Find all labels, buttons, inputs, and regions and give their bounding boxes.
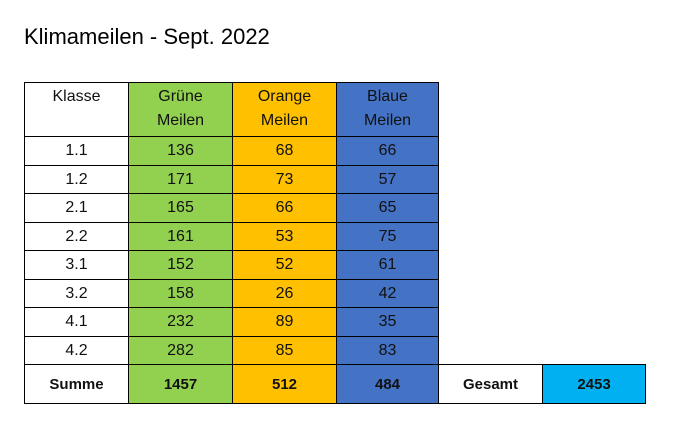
header-cell: Klasse: [24, 82, 129, 137]
table-cell: 4.2: [24, 336, 129, 365]
table-cell: 85: [232, 336, 337, 365]
table-cell: 2.1: [24, 193, 129, 223]
header-cell: Grüne Meilen: [128, 82, 233, 137]
table-cell: 73: [232, 165, 337, 194]
table-cell: 83: [336, 336, 439, 365]
table-cell: 68: [232, 136, 337, 166]
table-cell: 75: [336, 222, 439, 251]
table-cell: 171: [128, 165, 233, 194]
table-cell: 136: [128, 136, 233, 166]
table-cell: 65: [336, 193, 439, 223]
table-cell: 35: [336, 307, 439, 337]
table-cell: 3.2: [24, 279, 129, 308]
table-cell: 4.1: [24, 307, 129, 337]
table-cell: 61: [336, 250, 439, 280]
table-cell: 42: [336, 279, 439, 308]
table-cell: 57: [336, 165, 439, 194]
table-cell: 66: [232, 193, 337, 223]
table-cell: 232: [128, 307, 233, 337]
table-cell: 89: [232, 307, 337, 337]
title: Klimameilen - Sept. 2022: [24, 24, 270, 49]
table-cell: 2.2: [24, 222, 129, 251]
table-cell: 26: [232, 279, 337, 308]
table-cell: 1.2: [24, 165, 129, 194]
summary-cell: Summe: [24, 364, 129, 404]
table-cell: 158: [128, 279, 233, 308]
table-cell: 161: [128, 222, 233, 251]
table-cell: 3.1: [24, 250, 129, 280]
summary-cell: 1457: [128, 364, 233, 404]
table-cell: 1.1: [24, 136, 129, 166]
table-cell: 53: [232, 222, 337, 251]
table-cell: 282: [128, 336, 233, 365]
header-cell: Orange Meilen: [232, 82, 337, 137]
table-cell: 152: [128, 250, 233, 280]
header-cell: Blaue Meilen: [336, 82, 439, 137]
summary-cell: 484: [336, 364, 439, 404]
table-cell: 66: [336, 136, 439, 166]
table-cell: 52: [232, 250, 337, 280]
summary-cell: Gesamt: [438, 364, 543, 404]
table-cell: 165: [128, 193, 233, 223]
summary-cell: 512: [232, 364, 337, 404]
summary-cell: 2453: [542, 364, 646, 404]
